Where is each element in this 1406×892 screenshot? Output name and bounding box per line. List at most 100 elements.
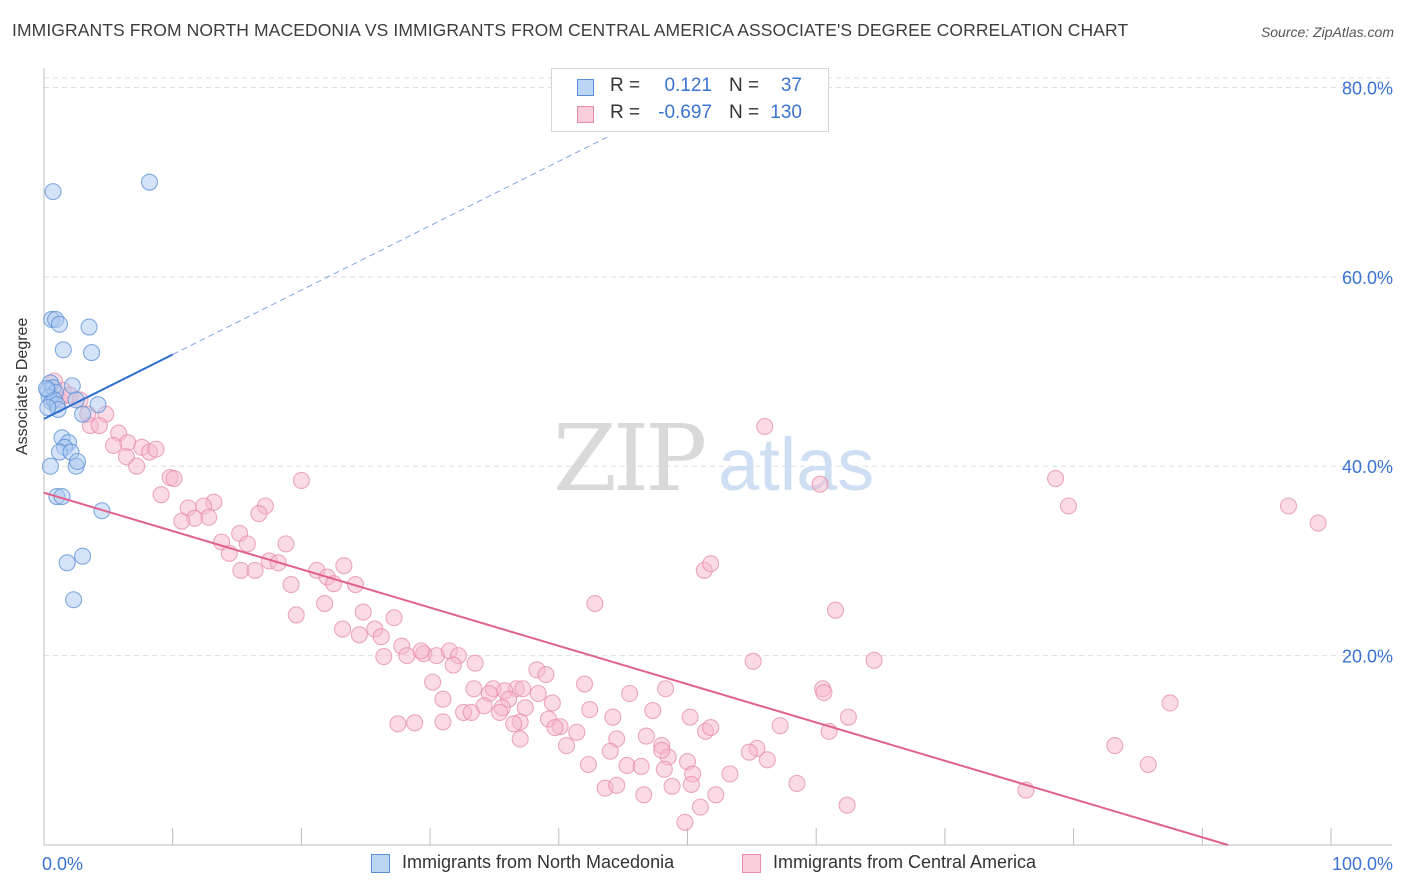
data-point <box>505 715 523 733</box>
data-point <box>389 715 407 733</box>
data-point <box>663 777 681 795</box>
data-point <box>529 684 547 703</box>
data-point <box>1279 497 1298 515</box>
data-point <box>839 708 857 726</box>
trend-line-blue <box>43 353 174 420</box>
data-point <box>621 684 639 703</box>
data-point <box>140 173 159 191</box>
data-point <box>702 719 720 737</box>
data-point <box>635 786 653 804</box>
data-point <box>292 471 310 489</box>
y-tick-label: 80.0% <box>1342 78 1393 98</box>
axes <box>43 68 1392 846</box>
data-point <box>41 457 59 475</box>
data-point <box>412 642 430 660</box>
data-point <box>575 675 594 693</box>
data-point <box>1059 497 1078 515</box>
data-point <box>644 701 662 720</box>
y-tick-label: 60.0% <box>1342 268 1393 288</box>
data-point <box>50 315 68 333</box>
data-point <box>173 512 191 530</box>
legend-n-label: N = <box>729 75 760 96</box>
data-point <box>277 535 295 553</box>
data-point <box>815 683 833 702</box>
data-point <box>287 606 305 624</box>
data-point <box>637 727 655 745</box>
data-point <box>1309 514 1327 532</box>
trend-lines <box>43 135 1229 846</box>
legend-swatch-pink <box>577 106 594 123</box>
data-point <box>581 701 599 719</box>
data-point <box>350 626 368 644</box>
trend-line-pink <box>43 491 1229 846</box>
data-point <box>514 680 532 698</box>
chart-source: Source: ZipAtlas.com <box>1260 24 1394 40</box>
data-point <box>58 554 76 572</box>
data-point <box>608 776 626 794</box>
data-point <box>65 591 83 609</box>
data-point <box>375 648 393 666</box>
data-point <box>537 666 555 684</box>
y-tick-label: 40.0% <box>1342 457 1393 477</box>
series-swatch-pink <box>742 854 761 873</box>
data-point <box>771 717 789 735</box>
data-point <box>601 742 619 760</box>
data-point <box>44 183 62 201</box>
data-point <box>546 719 564 737</box>
legend-n-value: 130 <box>770 102 802 123</box>
data-point <box>691 798 709 816</box>
data-point <box>516 699 534 717</box>
data-point <box>1161 694 1179 712</box>
data-point <box>1139 755 1157 774</box>
series-swatch-blue <box>371 854 390 873</box>
data-point <box>119 434 137 452</box>
data-point <box>83 344 101 362</box>
data-point <box>676 813 694 831</box>
data-point <box>557 737 576 755</box>
data-point <box>491 703 509 721</box>
data-point <box>568 723 586 741</box>
legend-n-label: N = <box>729 102 760 123</box>
data-point <box>385 609 403 627</box>
data-point <box>74 547 92 565</box>
data-point <box>758 751 776 769</box>
data-point <box>511 730 529 748</box>
data-point <box>38 380 56 398</box>
data-point <box>80 318 98 336</box>
data-point <box>618 756 636 775</box>
data-point <box>1047 469 1065 488</box>
data-point <box>39 398 57 417</box>
data-point <box>89 396 107 414</box>
data-point <box>63 377 81 395</box>
data-point <box>865 651 883 669</box>
data-point <box>147 440 165 458</box>
data-point <box>334 620 352 638</box>
data-point <box>90 416 108 435</box>
data-point <box>702 555 720 573</box>
data-point <box>282 576 300 594</box>
data-point <box>434 713 452 731</box>
data-point <box>316 594 334 613</box>
data-point <box>246 561 264 579</box>
trend-line-blue-extension <box>172 135 611 355</box>
data-point <box>653 741 671 759</box>
data-point <box>335 557 353 575</box>
zipatlas-watermark: ZIP atlas <box>553 405 874 512</box>
data-point <box>604 708 622 726</box>
data-point <box>444 656 462 674</box>
data-point <box>406 714 424 732</box>
correlation-legend: R = 0.121 N = 37 R = -0.697 N = 130 <box>551 68 829 132</box>
data-point <box>756 417 774 436</box>
data-point <box>128 457 146 475</box>
legend-r-label: R = <box>610 102 641 123</box>
data-point <box>250 505 268 523</box>
data-point <box>811 475 829 493</box>
legend-r-value: 0.121 <box>664 75 712 96</box>
data-point <box>466 654 484 672</box>
data-point <box>744 652 762 670</box>
data-point <box>1106 737 1124 755</box>
data-point <box>398 647 416 665</box>
chart-title: IMMIGRANTS FROM NORTH MACEDONIA VS IMMIG… <box>12 20 1129 40</box>
data-point <box>434 690 452 708</box>
